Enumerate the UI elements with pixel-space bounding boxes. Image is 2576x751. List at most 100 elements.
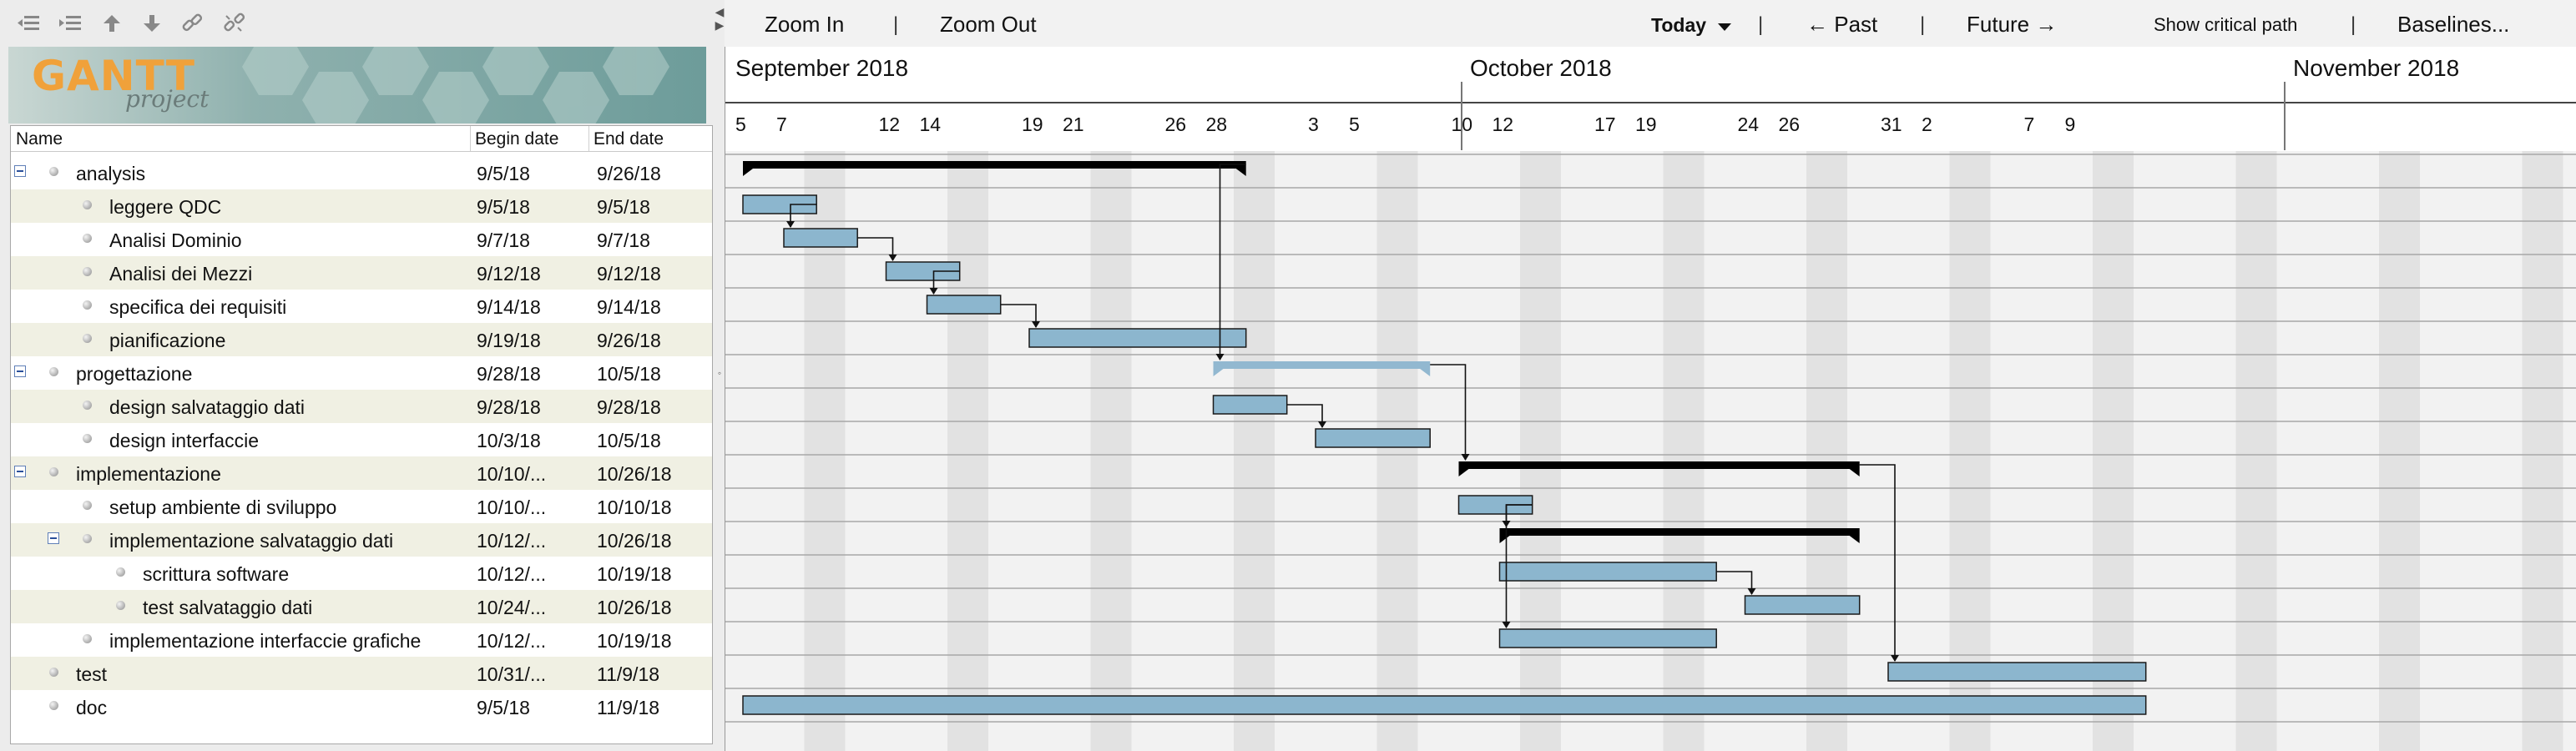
expand-right-icon[interactable]: ▶ <box>715 18 725 32</box>
task-name: test salvataggio dati <box>143 597 313 618</box>
day-label: 2 <box>1922 113 1932 135</box>
task-bar[interactable] <box>1212 395 1288 415</box>
task-bar[interactable] <box>742 695 2147 715</box>
task-row[interactable]: specifica dei requisiti 9/14/18 9/14/18 <box>11 290 712 323</box>
collapse-left-icon[interactable]: ◀ <box>715 5 725 18</box>
task-tree-panel: GANTT project Name Begin date End date a… <box>0 0 715 751</box>
task-name: progettazione <box>76 363 193 385</box>
task-row[interactable]: implementazione 10/10/... 10/26/18 <box>11 456 712 490</box>
task-bar[interactable] <box>1498 628 1717 648</box>
task-row[interactable]: leggere QDC 9/5/18 9/5/18 <box>11 189 712 223</box>
dependency-arrowhead-icon <box>1215 354 1225 360</box>
toolbar-separator: | <box>2351 13 2356 36</box>
task-bullet-icon <box>83 267 92 276</box>
move-up-icon[interactable] <box>98 12 125 35</box>
baselines-button[interactable]: Baselines... <box>2397 12 2510 37</box>
summary-bar[interactable] <box>1213 361 1431 369</box>
weekend-stripe <box>2543 151 2563 751</box>
link-icon[interactable] <box>179 12 205 35</box>
task-bullet-icon <box>83 401 92 410</box>
zoom-out-button[interactable]: Zoom Out <box>940 12 1037 37</box>
dependency-link <box>1859 464 1896 661</box>
task-bar[interactable] <box>1887 662 2147 682</box>
task-row[interactable]: analysis 9/5/18 9/26/18 <box>11 156 712 189</box>
task-name: implementazione interfaccie grafiche <box>109 630 422 652</box>
column-divider[interactable] <box>470 126 471 151</box>
zoom-in-button[interactable]: Zoom In <box>765 12 845 37</box>
task-bar[interactable] <box>1028 328 1247 348</box>
task-row[interactable]: progettazione 9/28/18 10/5/18 <box>11 356 712 390</box>
task-row[interactable]: Analisi dei Mezzi 9/12/18 9/12/18 <box>11 256 712 290</box>
task-row[interactable]: design interfaccie 10/3/18 10/5/18 <box>11 423 712 456</box>
task-bar[interactable] <box>1315 428 1431 448</box>
task-bullet-icon <box>83 534 92 543</box>
logo-title: GANTT <box>32 52 195 100</box>
day-label: 9 <box>2064 113 2076 135</box>
column-header-name[interactable]: Name <box>16 129 63 149</box>
today-button[interactable]: Today <box>1651 14 1732 37</box>
move-down-icon[interactable] <box>139 12 165 35</box>
future-button[interactable]: Future → <box>1967 12 2058 37</box>
column-divider[interactable] <box>588 126 589 151</box>
dependency-link <box>790 204 817 227</box>
unlink-icon[interactable] <box>220 12 247 35</box>
task-begin-date: 9/14/18 <box>477 296 541 318</box>
summary-bar-start-marker <box>1499 536 1510 543</box>
task-bar[interactable] <box>1498 562 1717 582</box>
dependency-arrowhead-icon <box>1461 454 1470 461</box>
day-label: 19 <box>1635 113 1657 135</box>
weekend-stripe <box>825 151 846 751</box>
collapse-toggle-icon[interactable] <box>14 365 26 377</box>
task-row[interactable]: test 10/31/... 11/9/18 <box>11 657 712 690</box>
task-row[interactable]: test salvataggio dati 10/24/... 10/26/18 <box>11 590 712 623</box>
day-label: 26 <box>1778 113 1801 135</box>
task-end-date: 10/26/18 <box>597 597 672 618</box>
task-row[interactable]: design salvataggio dati 9/28/18 9/28/18 <box>11 390 712 423</box>
task-row[interactable]: implementazione interfaccie grafiche 10/1… <box>11 623 712 657</box>
past-button[interactable]: ← Past <box>1806 12 1878 37</box>
task-end-date: 9/26/18 <box>597 330 661 351</box>
task-bullet-icon <box>116 567 125 577</box>
gantt-chart-area[interactable] <box>725 151 2576 751</box>
task-begin-date: 10/12/... <box>477 563 547 585</box>
summary-bar[interactable] <box>1458 461 1860 469</box>
task-bar[interactable] <box>926 295 1002 315</box>
column-header-end-date[interactable]: End date <box>593 129 664 149</box>
dependency-arrowhead-icon <box>1502 622 1511 628</box>
indent-icon[interactable] <box>57 12 83 35</box>
task-name: Analisi Dominio <box>109 229 242 251</box>
month-label: October 2018 <box>1470 55 1612 81</box>
weekend-stripe <box>947 151 968 751</box>
collapse-toggle-icon[interactable] <box>14 165 26 177</box>
task-row[interactable]: doc 9/5/18 11/9/18 <box>11 690 712 723</box>
task-bar[interactable] <box>742 194 817 214</box>
task-bar[interactable] <box>1744 595 1861 615</box>
task-row[interactable]: implementazione salvataggio dati 10/12/..… <box>11 523 712 557</box>
task-row[interactable]: setup ambiente di sviluppo 10/10/... 10/10… <box>11 490 712 523</box>
dependency-link <box>932 270 960 294</box>
collapse-toggle-icon[interactable] <box>48 532 59 544</box>
show-critical-path-button[interactable]: Show critical path <box>2154 14 2298 35</box>
weekend-stripe <box>2093 151 2114 751</box>
summary-bar[interactable] <box>1499 528 1860 536</box>
task-end-date: 9/14/18 <box>597 296 661 318</box>
task-row[interactable]: scrittura software 10/12/... 10/19/18 <box>11 557 712 590</box>
task-row[interactable]: pianificazione 9/19/18 9/26/18 <box>11 323 712 356</box>
splitter-grip-icon[interactable]: ◦ <box>717 367 722 379</box>
task-row[interactable]: Analisi Dominio 9/7/18 9/7/18 <box>11 223 712 256</box>
summary-bar[interactable] <box>743 161 1246 169</box>
task-end-date: 11/9/18 <box>597 663 660 685</box>
month-label: November 2018 <box>2293 55 2460 81</box>
panel-splitter[interactable]: ◀ ▶ ◦ <box>715 0 725 751</box>
column-header-begin-date[interactable]: Begin date <box>475 129 559 149</box>
dependency-arrowhead-icon <box>1318 421 1326 428</box>
task-bullet-icon <box>49 467 58 476</box>
task-name: design interfaccie <box>109 430 259 451</box>
weekend-stripe <box>967 151 988 751</box>
task-bar[interactable] <box>783 228 858 248</box>
unindent-icon[interactable] <box>15 12 42 35</box>
collapse-toggle-icon[interactable] <box>14 466 26 477</box>
task-name: leggere QDC <box>109 196 222 218</box>
task-begin-date: 10/3/18 <box>477 430 541 451</box>
task-begin-date: 9/19/18 <box>477 330 541 351</box>
